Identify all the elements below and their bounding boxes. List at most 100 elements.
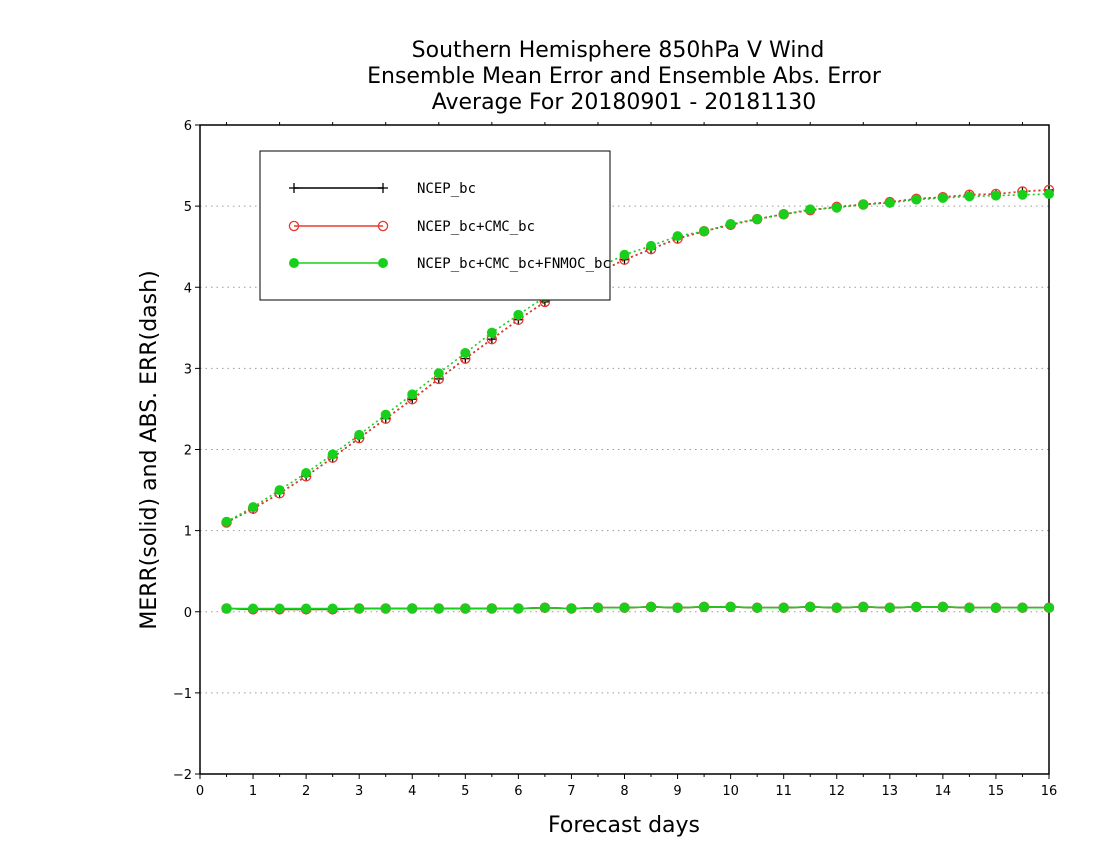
- legend-marker: [378, 258, 388, 268]
- abs-err-point: [646, 240, 657, 251]
- legend-label: NCEP_bc: [417, 181, 476, 197]
- merr-point: [460, 603, 471, 614]
- legend-item: NCEP_bc+CMC_bc+FNMOC_bc: [289, 256, 611, 272]
- y-tick-label: −1: [173, 687, 192, 702]
- series-ncep-bc-cmc-bc-fnmoc-bc: [221, 188, 1054, 614]
- abs-err-point: [672, 231, 683, 242]
- y-tick-label: 6: [184, 119, 192, 134]
- merr-point: [778, 602, 789, 613]
- legend: NCEP_bc NCEP_bc+CMC_bc NCEP_bc+CMC_bc+FNMO…: [259, 150, 611, 301]
- merr-point: [274, 603, 285, 614]
- x-axis-label: Forecast days: [548, 813, 700, 838]
- merr-point: [1017, 602, 1028, 613]
- merr-point: [221, 603, 232, 614]
- abs-err-point: [327, 449, 338, 460]
- merr-point: [619, 602, 630, 613]
- abs-err-point: [937, 193, 948, 204]
- abs-err-point: [964, 191, 975, 202]
- x-tick-label: 7: [567, 784, 575, 799]
- abs-err-point: [248, 502, 259, 513]
- legend-marker: [378, 183, 388, 193]
- title-line-3: Average For 20180901 - 20181130: [432, 90, 817, 115]
- merr-point: [327, 603, 338, 614]
- abs-err-point: [778, 209, 789, 220]
- x-tick-label: 12: [828, 784, 845, 799]
- merr-line: [226, 606, 1049, 610]
- merr-point: [672, 602, 683, 613]
- abs-err-point: [752, 214, 763, 225]
- legend-marker: [289, 258, 299, 268]
- abs-err-point: [354, 429, 365, 440]
- legend-items: NCEP_bc NCEP_bc+CMC_bc NCEP_bc+CMC_bc+FNMO…: [288, 181, 611, 272]
- abs-err-point: [805, 204, 816, 215]
- merr-point: [592, 602, 603, 613]
- x-tick-label: 14: [935, 784, 952, 799]
- merr-point: [407, 603, 418, 614]
- merr-point: [566, 603, 577, 614]
- y-tick-label: 2: [184, 444, 192, 459]
- x-tick-label: 8: [620, 784, 628, 799]
- legend-label: NCEP_bc+CMC_bc+FNMOC_bc: [417, 256, 611, 272]
- abs-err-point: [221, 516, 232, 527]
- abs-err-point: [486, 327, 497, 338]
- abs-err-point: [433, 368, 444, 379]
- x-tick-label: 1: [249, 784, 257, 799]
- abs-err-point: [725, 218, 736, 229]
- y-tick-label: 0: [184, 606, 192, 621]
- series-layer: [221, 184, 1055, 615]
- x-tick-label: 9: [673, 784, 681, 799]
- x-tick-label: 13: [882, 784, 899, 799]
- legend-marker: [288, 220, 300, 232]
- merr-point: [884, 602, 895, 613]
- merr-point: [911, 601, 922, 612]
- abs-err-point: [990, 190, 1001, 201]
- abs-err-point: [301, 468, 312, 479]
- y-tick-label: 4: [184, 281, 192, 296]
- legend-label: NCEP_bc+CMC_bc: [417, 219, 535, 235]
- merr-point: [539, 602, 550, 613]
- abs-err-point: [1017, 189, 1028, 200]
- title-line-1: Southern Hemisphere 850hPa V Wind: [412, 38, 825, 63]
- abs-err-point: [619, 249, 630, 260]
- abs-err-point: [407, 389, 418, 400]
- abs-err-point: [911, 194, 922, 205]
- merr-point: [433, 603, 444, 614]
- abs-err-point: [274, 485, 285, 496]
- merr-point: [301, 603, 312, 614]
- abs-err-point: [380, 409, 391, 420]
- merr-point: [990, 602, 1001, 613]
- merr-point: [646, 601, 657, 612]
- abs-err-point: [460, 347, 471, 358]
- x-tick-label: 2: [302, 784, 310, 799]
- merr-point: [699, 601, 710, 612]
- merr-point: [248, 603, 259, 614]
- legend-item: NCEP_bc: [289, 181, 476, 197]
- merr-point: [805, 601, 816, 612]
- y-tick-label: 3: [184, 362, 192, 377]
- title-line-2: Ensemble Mean Error and Ensemble Abs. Er…: [367, 64, 882, 89]
- legend-marker: [289, 183, 299, 193]
- merr-point: [1044, 602, 1054, 613]
- x-tick-label: 4: [408, 784, 416, 799]
- x-tick-label: 15: [988, 784, 1005, 799]
- merr-point: [752, 602, 763, 613]
- abs-err-point: [513, 309, 524, 320]
- merr-point: [725, 601, 736, 612]
- x-tick-label: 3: [355, 784, 363, 799]
- y-tick-label: 1: [184, 525, 192, 540]
- x-tick-label: 10: [722, 784, 739, 799]
- merr-point: [964, 602, 975, 613]
- merr-point: [858, 601, 869, 612]
- chart-title: Southern Hemisphere 850hPa V Wind Ensemb…: [367, 38, 882, 115]
- merr-point: [937, 601, 948, 612]
- abs-err-point: [699, 226, 710, 237]
- merr-point: [380, 603, 391, 614]
- abs-err-point: [831, 202, 842, 213]
- merr-point: [354, 603, 365, 614]
- merr-point: [831, 602, 842, 613]
- x-tick-label: 6: [514, 784, 522, 799]
- legend-item: NCEP_bc+CMC_bc: [288, 219, 535, 235]
- merr-point: [513, 603, 524, 614]
- abs-err-point: [884, 197, 895, 208]
